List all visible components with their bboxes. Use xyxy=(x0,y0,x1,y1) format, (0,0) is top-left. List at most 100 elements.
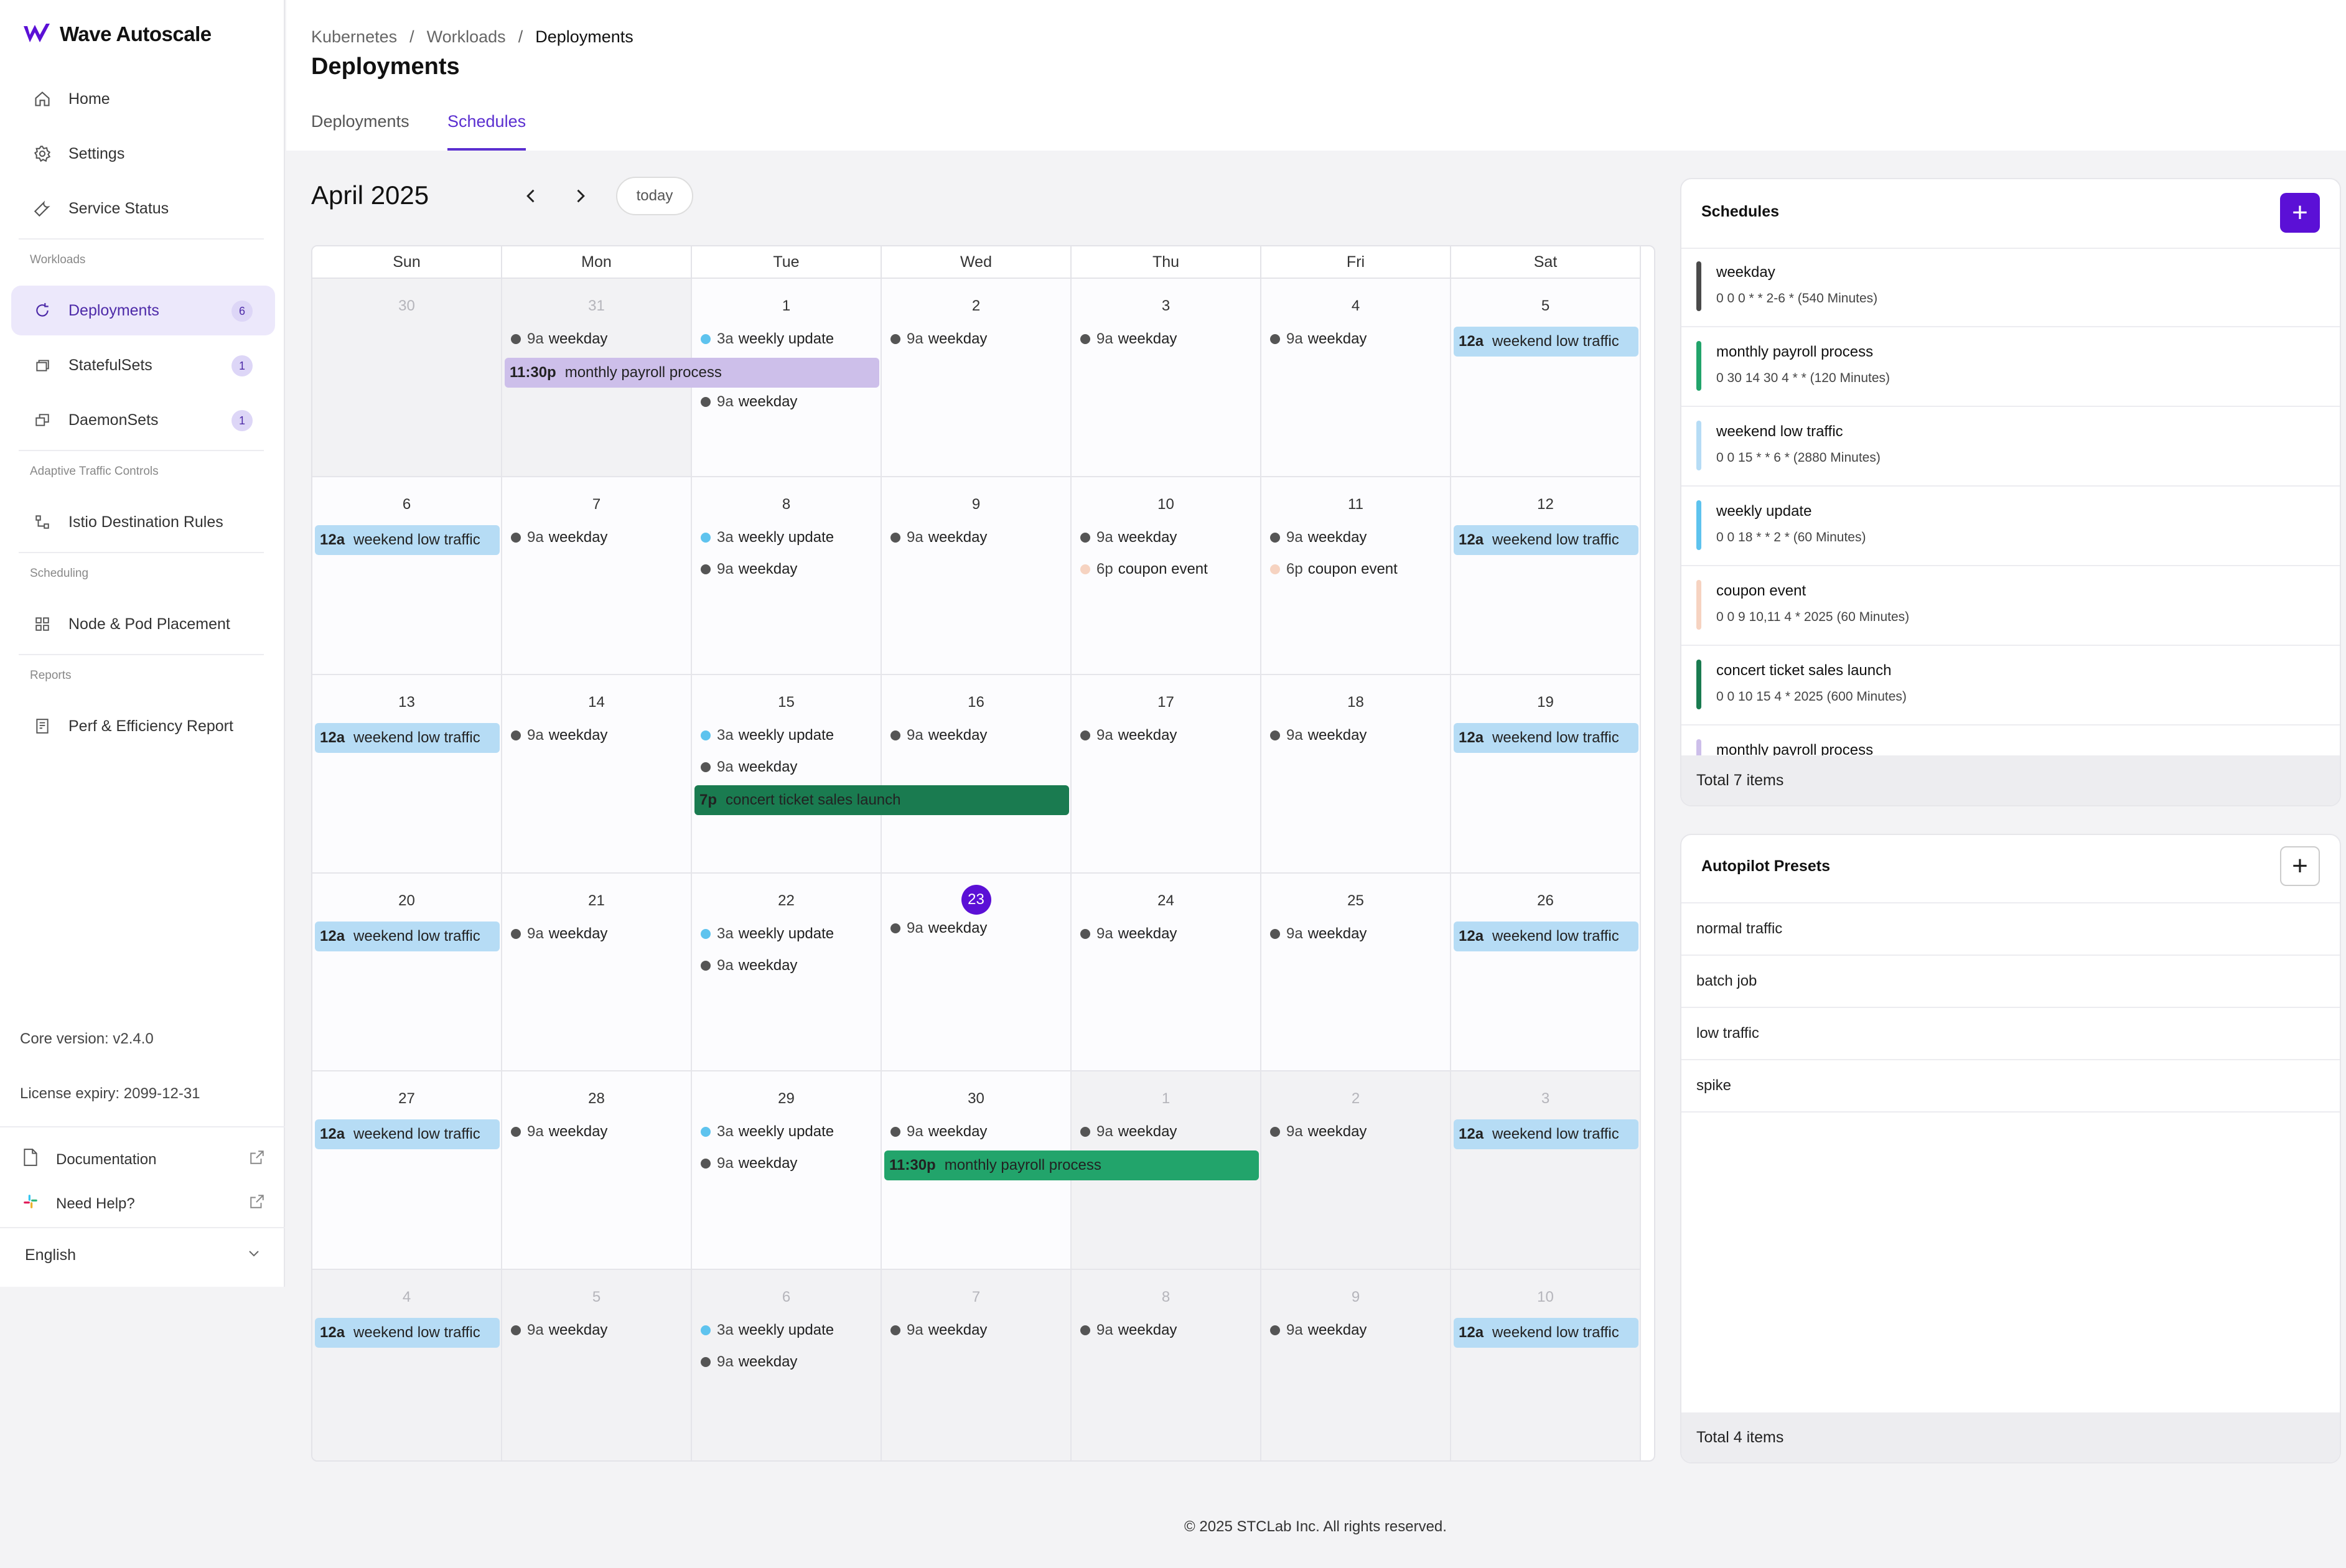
schedule-item[interactable]: coupon event 0 0 9 10,11 4 * 2025 (60 Min… xyxy=(1681,566,2340,646)
date-number[interactable]: 11 xyxy=(1348,495,1363,513)
calendar-day-cell[interactable]: 18 9a weekday xyxy=(1261,675,1451,874)
calendar-day-cell[interactable]: 10 9a weekday 6p coupon event xyxy=(1072,477,1261,675)
calendar-event[interactable]: 3a weekly update xyxy=(701,529,834,546)
app-logo[interactable]: Wave Autoscale xyxy=(22,21,212,47)
calendar-event[interactable]: 9a weekday xyxy=(511,529,607,546)
calendar-event-bar[interactable]: 12a weekend low traffic xyxy=(315,723,500,753)
date-number[interactable]: 6 xyxy=(782,1288,791,1305)
calendar-event[interactable]: 6p coupon event xyxy=(1080,561,1208,578)
date-number[interactable]: 15 xyxy=(778,694,795,711)
calendar-event[interactable]: 3a weekly update xyxy=(701,330,834,348)
calendar-event[interactable]: 9a weekday xyxy=(701,1155,797,1172)
date-number[interactable]: 31 xyxy=(588,297,605,314)
calendar-event[interactable]: 9a weekday xyxy=(1080,1123,1177,1141)
calendar-day-cell[interactable]: 7 9a weekday xyxy=(882,1269,1072,1460)
calendar-event[interactable]: 9a weekday xyxy=(1080,529,1177,546)
preset-item[interactable]: normal traffic xyxy=(1681,903,2340,956)
calendar-event-bar[interactable]: 12a weekend low traffic xyxy=(1454,1119,1638,1149)
calendar-event-bar[interactable]: 12a weekend low traffic xyxy=(315,1119,500,1149)
date-number[interactable]: 8 xyxy=(782,495,791,513)
add-preset-button[interactable]: + xyxy=(2280,846,2320,886)
date-number[interactable]: 22 xyxy=(778,892,795,909)
calendar-event[interactable]: 9a weekday xyxy=(890,330,987,348)
schedule-item[interactable]: weekend low traffic 0 0 15 * * 6 * (2880 … xyxy=(1681,407,2340,487)
calendar-day-cell[interactable]: 4 9a weekday xyxy=(1261,279,1451,477)
prev-month-button[interactable] xyxy=(518,184,545,212)
nav-node-pod-placement[interactable]: Node & Pod Placement xyxy=(11,599,275,649)
calendar-event-bar[interactable]: 12a weekend low traffic xyxy=(315,525,500,555)
schedule-item[interactable]: monthly payroll process 0 30 14 30 4 * * … xyxy=(1681,327,2340,407)
nav-deployments[interactable]: Deployments 6 xyxy=(11,286,275,335)
calendar-day-cell[interactable]: 2 9a weekday xyxy=(1261,1071,1451,1270)
schedule-item[interactable]: weekday 0 0 0 * * 2-6 * (540 Minutes) xyxy=(1681,248,2340,327)
nav-daemonsets[interactable]: DaemonSets 1 xyxy=(11,395,275,445)
calendar-event[interactable]: 9a weekday xyxy=(1270,330,1367,348)
next-month-button[interactable] xyxy=(566,184,594,212)
tab-schedules[interactable]: Schedules xyxy=(447,112,526,151)
calendar-event[interactable]: 9a weekday xyxy=(1270,925,1367,943)
calendar-day-cell[interactable]: 21 9a weekday xyxy=(502,873,692,1071)
date-number[interactable]: 7 xyxy=(971,1288,981,1305)
today-date-number[interactable]: 23 xyxy=(961,884,991,915)
date-number[interactable]: 30 xyxy=(398,297,415,314)
calendar-day-cell[interactable]: 26 xyxy=(1451,873,1641,1071)
calendar-event[interactable]: 9a weekday xyxy=(511,727,607,744)
date-number[interactable]: 30 xyxy=(968,1090,984,1107)
calendar-event[interactable]: 9a weekday xyxy=(1270,1322,1367,1339)
nav-settings[interactable]: Settings xyxy=(11,129,275,179)
date-number[interactable]: 24 xyxy=(1157,892,1174,909)
calendar-day-cell[interactable]: 8 9a weekday xyxy=(1072,1269,1261,1460)
calendar-day-cell[interactable]: 24 9a weekday xyxy=(1072,873,1261,1071)
calendar-day-cell[interactable]: 16 9a weekday xyxy=(882,675,1072,874)
calendar-event[interactable]: 9a weekday xyxy=(890,727,987,744)
calendar-event[interactable]: 9a weekday xyxy=(1270,1123,1367,1141)
calendar-day-cell[interactable]: 3 xyxy=(1451,1071,1641,1270)
add-schedule-button[interactable]: + xyxy=(2280,193,2320,233)
calendar-event[interactable]: 9a weekday xyxy=(701,561,797,578)
nav-home[interactable]: Home xyxy=(11,74,275,124)
calendar-event-bar[interactable]: 11:30p monthly payroll process xyxy=(884,1150,1259,1180)
nav-perf-report[interactable]: Perf & Efficiency Report xyxy=(11,701,275,751)
calendar-event[interactable]: 6p coupon event xyxy=(1270,561,1398,578)
calendar-day-cell[interactable]: 6 xyxy=(312,477,502,675)
calendar-day-cell[interactable]: 14 9a weekday xyxy=(502,675,692,874)
calendar-event[interactable]: 9a weekday xyxy=(511,1123,607,1141)
date-number[interactable]: 2 xyxy=(971,297,981,314)
calendar-event[interactable]: 9a weekday xyxy=(890,1123,987,1141)
calendar-day-cell[interactable]: 13 xyxy=(312,675,502,874)
date-number[interactable]: 13 xyxy=(398,694,415,711)
calendar-event[interactable]: 9a weekday xyxy=(1080,330,1177,348)
calendar-event[interactable]: 3a weekly update xyxy=(701,1123,834,1141)
calendar-event-bar[interactable]: 12a weekend low traffic xyxy=(315,921,500,951)
calendar-day-cell[interactable]: 8 3a weekly update 9a weekday xyxy=(692,477,882,675)
date-number[interactable]: 14 xyxy=(588,694,605,711)
calendar-event-bar[interactable]: 11:30p monthly payroll process xyxy=(505,358,879,388)
today-button[interactable]: today xyxy=(616,177,693,215)
calendar-day-cell[interactable]: 30 xyxy=(312,279,502,477)
calendar-day-cell[interactable]: 23 9a weekday xyxy=(882,873,1072,1071)
calendar-day-cell[interactable]: 3 9a weekday xyxy=(1072,279,1261,477)
date-number[interactable]: 10 xyxy=(1537,1288,1554,1305)
date-number[interactable]: 9 xyxy=(1351,1288,1360,1305)
calendar-day-cell[interactable]: 27 xyxy=(312,1071,502,1270)
nav-service-status[interactable]: Service Status xyxy=(11,184,275,233)
calendar-day-cell[interactable]: 12 xyxy=(1451,477,1641,675)
date-number[interactable]: 18 xyxy=(1347,694,1364,711)
calendar-event[interactable]: 9a weekday xyxy=(511,1322,607,1339)
date-number[interactable]: 27 xyxy=(398,1090,415,1107)
schedule-item[interactable]: monthly payroll process xyxy=(1681,726,2340,758)
date-number[interactable]: 26 xyxy=(1537,892,1554,909)
schedule-item[interactable]: weekly update 0 0 18 * * 2 * (60 Minutes) xyxy=(1681,487,2340,566)
tab-deployments[interactable]: Deployments xyxy=(311,112,409,131)
calendar-event[interactable]: 9a weekday xyxy=(890,529,987,546)
calendar-day-cell[interactable]: 19 xyxy=(1451,675,1641,874)
breadcrumb-workloads[interactable]: Workloads xyxy=(426,27,506,46)
calendar-event[interactable]: 9a weekday xyxy=(1080,727,1177,744)
calendar-day-cell[interactable]: 10 xyxy=(1451,1269,1641,1460)
calendar-event-bar[interactable]: 12a weekend low traffic xyxy=(1454,723,1638,753)
calendar-day-cell[interactable]: 9 9a weekday xyxy=(882,477,1072,675)
date-number[interactable]: 4 xyxy=(1351,297,1360,314)
date-number[interactable]: 12 xyxy=(1537,495,1554,513)
date-number[interactable]: 28 xyxy=(588,1090,605,1107)
calendar-event[interactable]: 9a weekday xyxy=(1270,727,1367,744)
